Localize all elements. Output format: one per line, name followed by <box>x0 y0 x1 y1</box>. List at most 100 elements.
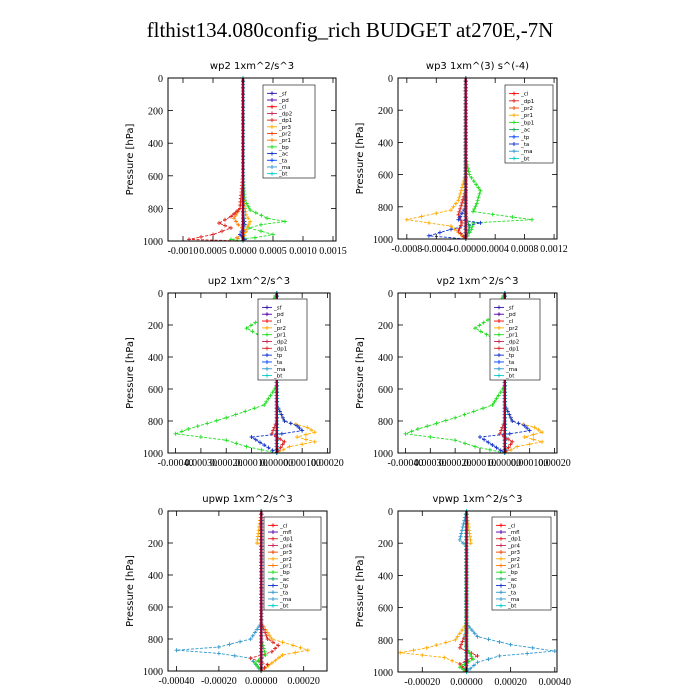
legend-entry: _dp1 <box>268 537 293 543</box>
legend-label: _bt <box>278 172 288 178</box>
data-point <box>476 185 481 190</box>
legend-entry: _dp2 <box>262 339 287 346</box>
data-point <box>174 648 179 653</box>
data-point <box>457 209 462 214</box>
data-point <box>266 396 271 401</box>
data-point <box>443 640 448 645</box>
x-tick-label: 0.0005 <box>259 246 287 257</box>
data-point <box>262 443 267 447</box>
data-point <box>457 665 462 670</box>
legend-label: _cl <box>520 92 529 98</box>
data-point <box>300 428 305 433</box>
data-point <box>298 645 303 650</box>
y-tick-label: 0 <box>388 289 393 300</box>
data-point <box>510 214 515 219</box>
data-point <box>309 427 314 432</box>
legend-marker <box>265 359 269 364</box>
legend-marker <box>271 603 275 608</box>
data-point <box>453 438 458 443</box>
y-tick-label: 600 <box>378 171 393 182</box>
legend-entry: _ma <box>494 367 517 373</box>
legend-entry: _dp1 <box>509 98 534 105</box>
data-point <box>475 634 480 639</box>
y-tick-label: 0 <box>158 74 163 85</box>
y-tick-label: 400 <box>148 571 163 582</box>
legend-marker <box>512 134 516 139</box>
data-point <box>434 421 439 426</box>
legend-marker <box>497 312 501 317</box>
data-point <box>271 428 276 433</box>
y-tick-label: 400 <box>148 353 163 364</box>
y-tick-label: 200 <box>378 106 393 117</box>
legend-entry: _ta <box>268 590 288 596</box>
series-line <box>459 511 479 673</box>
legend-entry: _ac <box>509 127 530 134</box>
legend-marker <box>270 91 274 96</box>
data-point <box>466 222 471 227</box>
x-tick-label: -0.00040 <box>388 458 424 469</box>
x-tick-label: 0.0005 <box>199 246 227 257</box>
data-point <box>460 220 465 225</box>
data-point <box>255 541 260 545</box>
data-point <box>259 222 263 227</box>
x-tick-label: 0.00000 <box>489 458 522 469</box>
legend-marker <box>271 570 275 575</box>
data-point <box>282 419 287 423</box>
data-point <box>458 231 463 236</box>
x-tick-label: -0.0010 <box>168 246 199 257</box>
x-tick-label: 0.00030 <box>414 458 447 469</box>
data-point <box>269 431 274 436</box>
data-point <box>273 658 278 663</box>
data-point <box>250 329 255 334</box>
legend: _cl_dp1_pr2_pr1_bp1 _ac_tp_ta_ma_bt <box>504 84 554 164</box>
data-point <box>459 188 464 193</box>
data-point <box>238 639 243 644</box>
legend-entry: _bt <box>494 374 515 380</box>
data-point <box>536 427 541 432</box>
data-point <box>280 653 285 657</box>
data-point <box>442 655 447 660</box>
data-point <box>459 642 464 647</box>
data-point <box>471 209 476 214</box>
legend-marker <box>271 583 275 588</box>
data-point <box>474 201 479 206</box>
legend-box <box>491 516 552 611</box>
panel-title: up2 1xm^2/s^3 <box>208 276 290 287</box>
y-tick-label: 1000 <box>373 668 393 679</box>
data-point <box>475 653 480 658</box>
x-tick-label: -0.0004 <box>421 244 452 255</box>
data-point <box>469 175 474 180</box>
data-point <box>516 421 521 426</box>
legend-label: _ma <box>273 367 285 373</box>
data-point <box>472 206 477 211</box>
legend-label: _ta <box>520 142 529 148</box>
data-point <box>474 182 479 187</box>
legend-label: _pr1 <box>505 333 518 339</box>
legend-label: _ac <box>507 577 517 583</box>
data-point <box>481 320 486 325</box>
legend-label: _ma <box>507 597 519 603</box>
data-point <box>263 653 268 657</box>
legend-label: _ac <box>279 577 289 583</box>
y-tick-label: 1000 <box>373 449 393 460</box>
legend-label: _ma <box>279 597 291 603</box>
legend-label: _ma <box>520 149 532 155</box>
legend-label: _pr4 <box>279 543 293 549</box>
legend: _cl_mfl_dp1_pr4_pr3_pr2_pr1_bp_ac_tp_ta_… <box>491 516 552 611</box>
data-point <box>506 437 511 442</box>
legend-label: _tp <box>279 584 289 590</box>
legend-marker <box>265 339 269 344</box>
data-point <box>248 323 253 328</box>
data-point <box>198 435 203 439</box>
legend-label: _ma <box>278 165 290 171</box>
legend-entry: _pr1 <box>509 113 533 119</box>
legend-entry: _tp <box>509 134 530 141</box>
data-point <box>235 209 239 214</box>
legend-marker <box>499 570 503 575</box>
data-point <box>250 633 255 638</box>
y-tick-label: 800 <box>378 417 393 428</box>
legend-entry: _ac <box>496 577 517 583</box>
data-point <box>490 403 495 407</box>
data-point <box>457 537 462 542</box>
legend-label: _sf <box>273 305 283 311</box>
